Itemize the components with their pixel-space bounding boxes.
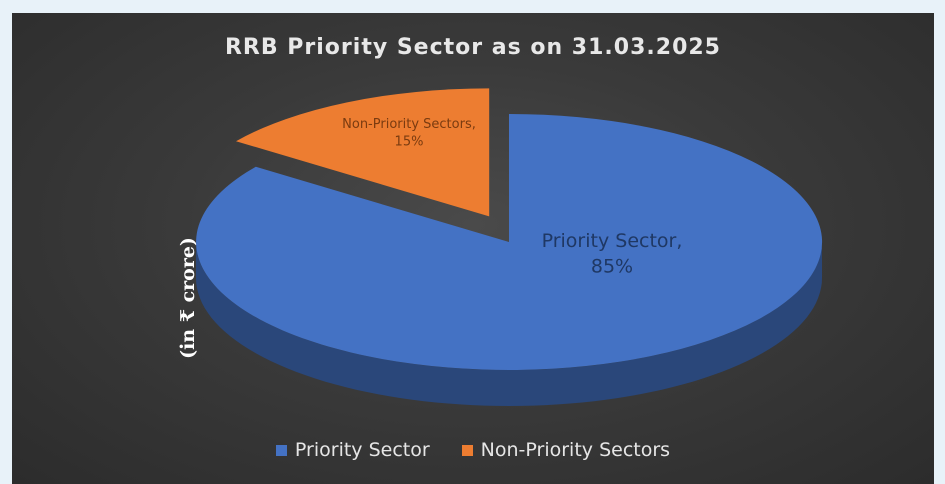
legend-swatch-priority [275, 444, 287, 456]
chart-frame: RRB Priority Sector as on 31.03.2025 (in… [12, 13, 934, 484]
legend-label-priority: Priority Sector [294, 439, 430, 461]
priority-sector-side [196, 242, 822, 406]
legend-item-priority: Priority Sector [275, 439, 430, 461]
chart-title: RRB Priority Sector as on 31.03.2025 [224, 35, 721, 60]
priority-sector-slice [196, 113, 823, 370]
legend-item-non-priority: Non-Priority Sectors [461, 439, 671, 461]
legend: Priority Sector Non-Priority Sectors [12, 439, 934, 461]
non-priority-sector-slice [236, 88, 490, 217]
legend-label-non-priority: Non-Priority Sectors [480, 439, 671, 461]
priority-sector-data-label: Priority Sector, 85% [542, 230, 683, 278]
legend-swatch-non-priority [461, 444, 473, 456]
non-priority-sector-data-label: Non-Priority Sectors, 15% [342, 117, 476, 150]
pie-chart: Priority Sector, 85% Non-Priority Sectors,… [196, 88, 823, 406]
